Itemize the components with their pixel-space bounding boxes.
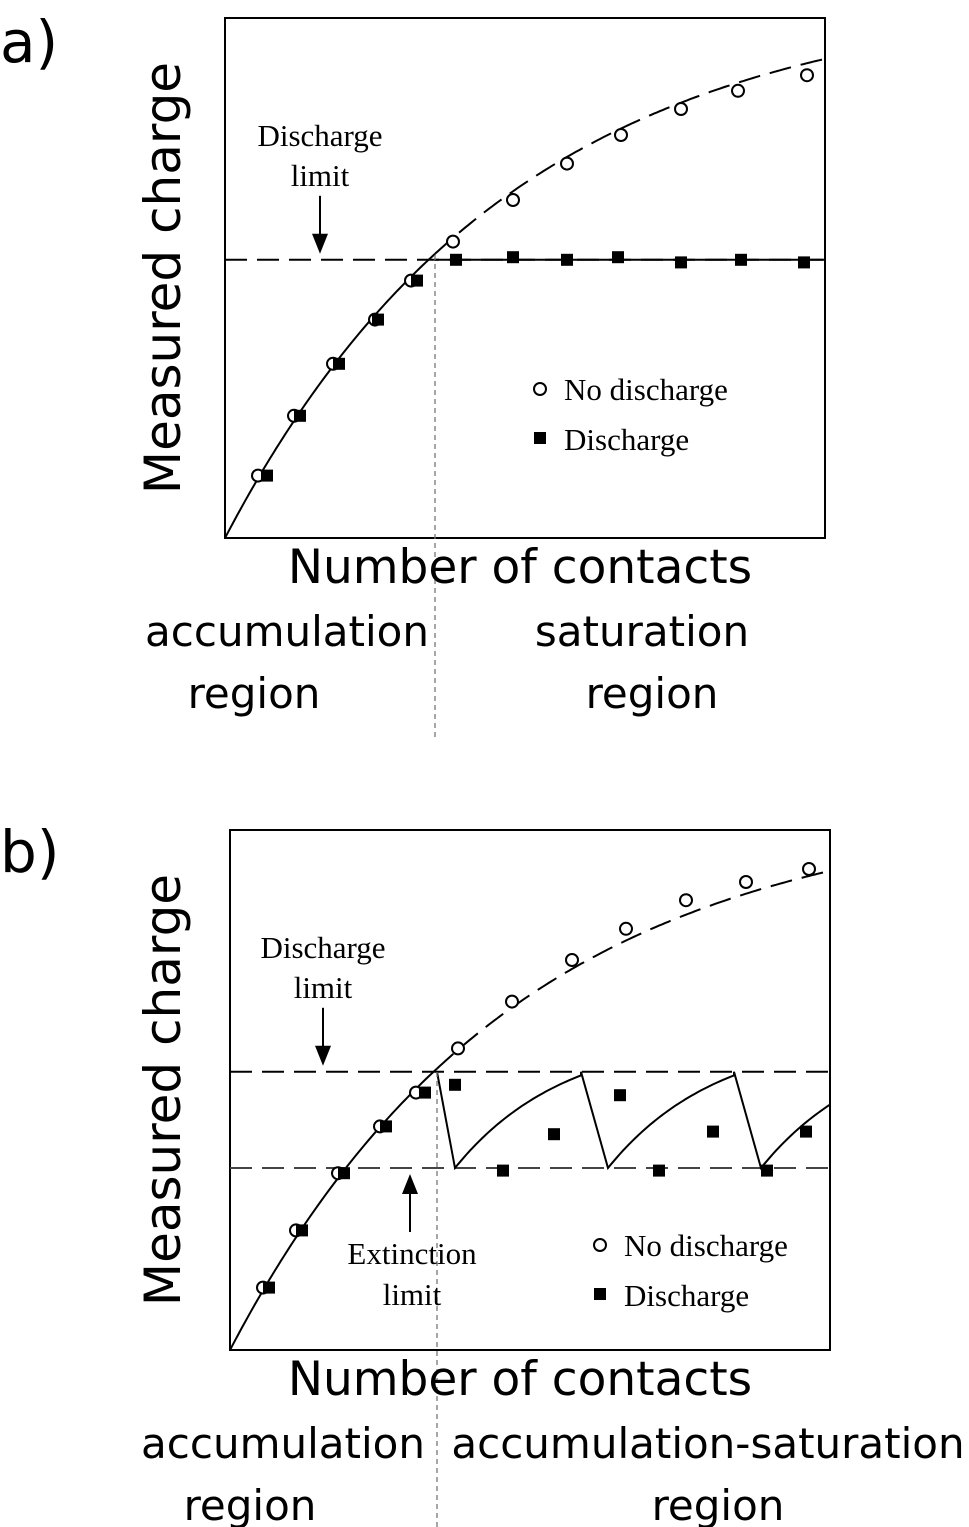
discharge-point [411, 274, 423, 287]
legend-discharge-marker [534, 432, 546, 444]
x-axis-label: Number of contacts [288, 1352, 752, 1407]
discharge-point [380, 1120, 392, 1133]
no-discharge-point [614, 128, 628, 142]
discharge-point [497, 1164, 509, 1177]
no-discharge-point [731, 83, 745, 98]
no-discharge-point [739, 875, 753, 889]
region-label: region [586, 669, 719, 718]
discharge-limit-label: limit [291, 158, 350, 193]
no-discharge-point [560, 156, 574, 171]
panel-b: b) Discharge limit Extinction limit No discha… [0, 818, 965, 1527]
no-discharge-point [802, 862, 816, 876]
discharge-point [612, 251, 624, 264]
discharge-limit-arrowhead [312, 233, 328, 254]
legend-discharge-label: Discharge [564, 422, 689, 457]
discharge-point [561, 253, 573, 266]
extinction-limit-label: limit [383, 1277, 442, 1312]
discharge-limit-label: limit [294, 970, 353, 1005]
discharge-point [507, 251, 519, 264]
region-label: saturation [535, 607, 749, 656]
legend-no-discharge-marker [533, 382, 547, 396]
discharge-limit-label: Discharge [260, 930, 385, 965]
discharge-point [548, 1128, 560, 1141]
region-label: region [652, 1481, 785, 1527]
discharge-point [800, 1125, 812, 1138]
discharge-point [735, 253, 747, 266]
discharge-point [449, 1078, 461, 1091]
panel-a: a) Discharge limit No discharge Discharge Mea… [0, 8, 826, 738]
no-discharge-point [451, 1041, 465, 1056]
discharge-point [333, 357, 345, 370]
discharge-sawtooth-curve [436, 1071, 831, 1171]
no-discharge-point [505, 994, 519, 1009]
legend: No discharge Discharge [593, 1228, 788, 1313]
no-discharge-point [446, 234, 460, 249]
no-discharge-point [506, 193, 520, 207]
discharge-limit-label: Discharge [257, 118, 382, 153]
region-label: accumulation [141, 1419, 425, 1468]
discharge-point [263, 1281, 275, 1294]
y-axis-label: Measured charge [134, 874, 192, 1306]
plot-frame [229, 829, 831, 1351]
plot-frame [224, 17, 826, 539]
panel-label: a) [0, 8, 58, 76]
discharge-point [761, 1164, 773, 1177]
no-discharge-point [800, 68, 814, 83]
discharge-point [450, 253, 462, 266]
no-discharge-point [565, 953, 579, 967]
no-discharge-point [619, 921, 633, 936]
region-label: region [188, 669, 321, 718]
discharge-limit-arrowhead [315, 1045, 331, 1066]
accumulation-curve [224, 253, 436, 539]
panel-label: b) [0, 818, 59, 886]
discharge-point [653, 1164, 665, 1177]
region-label: accumulation [145, 607, 429, 656]
no-discharge-point [674, 102, 688, 116]
no-discharge-point [679, 893, 693, 908]
discharge-point [798, 256, 810, 269]
extinction-limit-arrowhead [402, 1174, 418, 1194]
discharge-point [261, 469, 273, 482]
no-discharge-curve [434, 57, 826, 255]
legend-no-discharge-label: No discharge [564, 372, 728, 407]
x-axis-label: Number of contacts [288, 540, 752, 595]
y-axis-label: Measured charge [134, 62, 192, 494]
discharge-point [675, 256, 687, 269]
discharge-point [294, 409, 306, 422]
legend-discharge-label: Discharge [624, 1278, 749, 1313]
legend-discharge-marker [594, 1288, 606, 1300]
discharge-point [296, 1224, 308, 1237]
discharge-point [419, 1086, 431, 1099]
legend: No discharge Discharge [533, 372, 728, 457]
legend-no-discharge-marker [593, 1238, 607, 1252]
discharge-point [338, 1167, 350, 1180]
discharge-point [707, 1125, 719, 1138]
discharge-point [372, 313, 384, 326]
no-discharge-curve [436, 869, 831, 1070]
region-label: accumulation-saturation [451, 1419, 964, 1468]
extinction-limit-label: Extinction [347, 1236, 477, 1271]
discharge-point [614, 1089, 626, 1102]
legend-no-discharge-label: No discharge [624, 1228, 788, 1263]
region-label: region [184, 1481, 317, 1527]
